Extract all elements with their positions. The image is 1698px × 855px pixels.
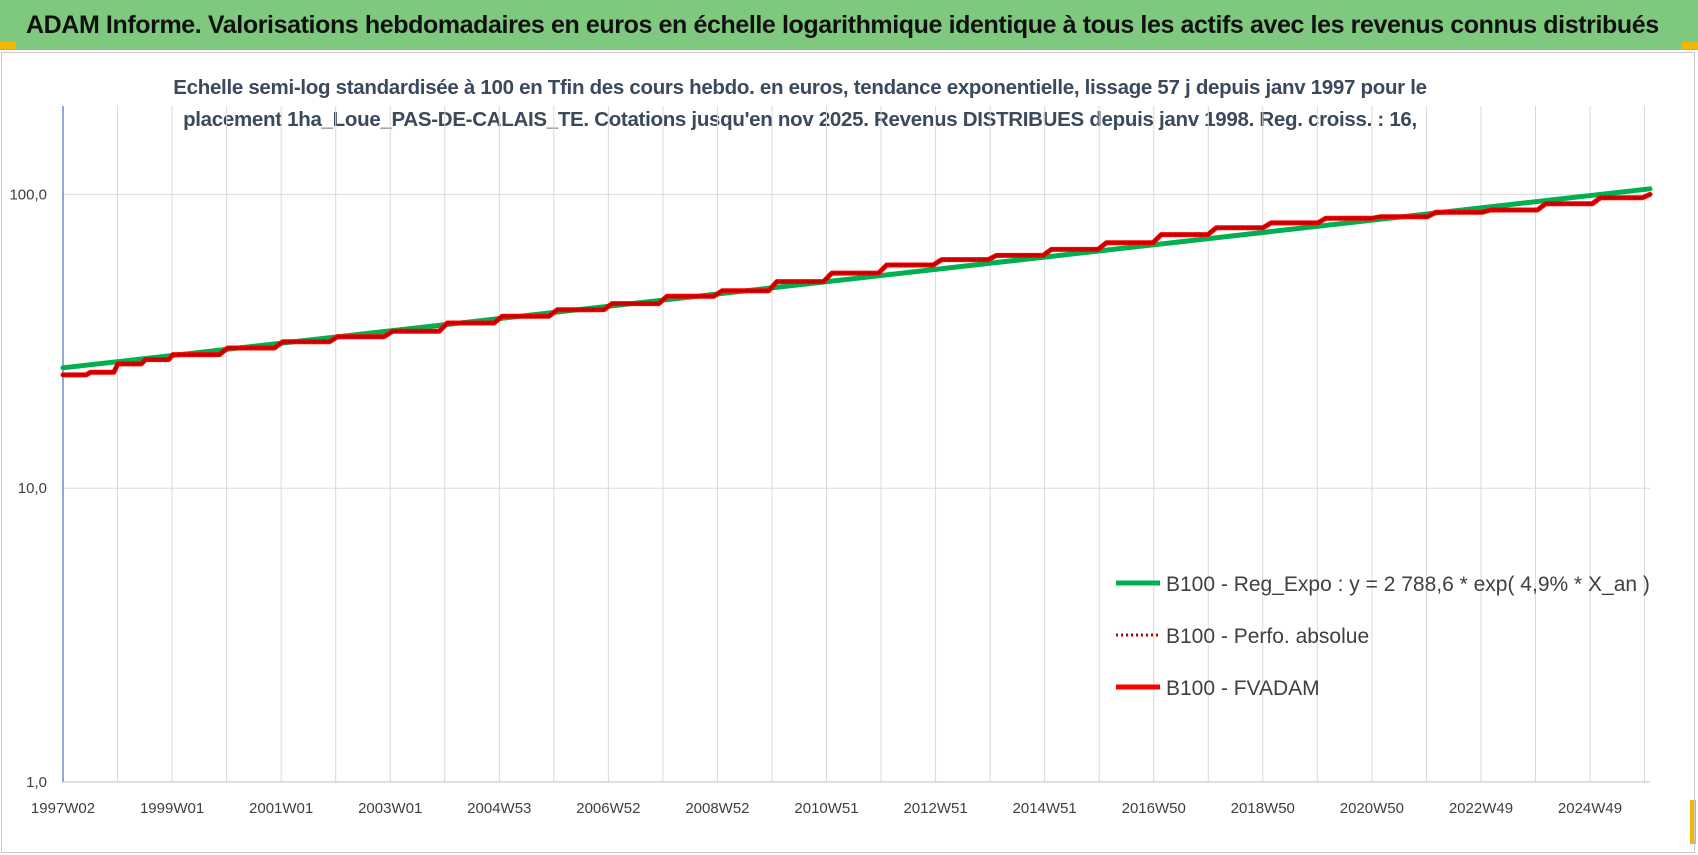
legend-perfo-absolue-label: B100 - Perfo. absolue	[1166, 625, 1369, 648]
x-tick-label: 1997W02	[31, 800, 95, 817]
x-tick-label: 2004W53	[467, 800, 531, 817]
legend-reg-expo-label: B100 - Reg_Expo : y = 2 788,6 * exp( 4,9…	[1166, 573, 1650, 596]
corner-accent-top-left	[0, 42, 16, 49]
x-tick-label: 2016W50	[1122, 800, 1186, 817]
y-tick-label: 100,0	[9, 186, 47, 203]
x-tick-label: 2012W51	[903, 800, 967, 817]
x-tick-label: 2024W49	[1558, 800, 1622, 817]
x-tick-label: 1999W01	[140, 800, 204, 817]
series-fvadam-line	[60, 191, 1653, 378]
y-tick-label: 10,0	[18, 480, 47, 497]
y-tick-label: 1,0	[26, 774, 47, 791]
report-title: ADAM Informe. Valorisations hebdomadaire…	[26, 10, 1659, 39]
x-tick-label: 2020W50	[1340, 800, 1404, 817]
x-tick-label: 2014W51	[1013, 800, 1077, 817]
x-tick-label: 2003W01	[358, 800, 422, 817]
x-tick-label: 2018W50	[1231, 800, 1295, 817]
chart-frame	[1, 52, 1695, 853]
chart-title-line-1: Echelle semi-log standardisée à 100 en T…	[173, 76, 1427, 99]
x-tick-label: 2022W49	[1449, 800, 1513, 817]
chart-title: Echelle semi-log standardisée à 100 en T…	[150, 72, 1450, 136]
x-tick-label: 2008W52	[685, 800, 749, 817]
chart-title-line-2: placement 1ha_Loue_PAS-DE-CALAIS_TE. Cot…	[183, 108, 1417, 131]
report-banner: ADAM Informe. Valorisations hebdomadaire…	[0, 0, 1698, 50]
legend-fvadam-label: B100 - FVADAM	[1166, 677, 1320, 700]
x-tick-label: 2001W01	[249, 800, 313, 817]
x-tick-label: 2010W51	[794, 800, 858, 817]
corner-accent-top-right	[1682, 42, 1698, 49]
series-perfo-absolue-line	[61, 192, 1652, 377]
corner-accent-bottom-right	[1690, 800, 1696, 844]
x-tick-label: 2006W52	[576, 800, 640, 817]
